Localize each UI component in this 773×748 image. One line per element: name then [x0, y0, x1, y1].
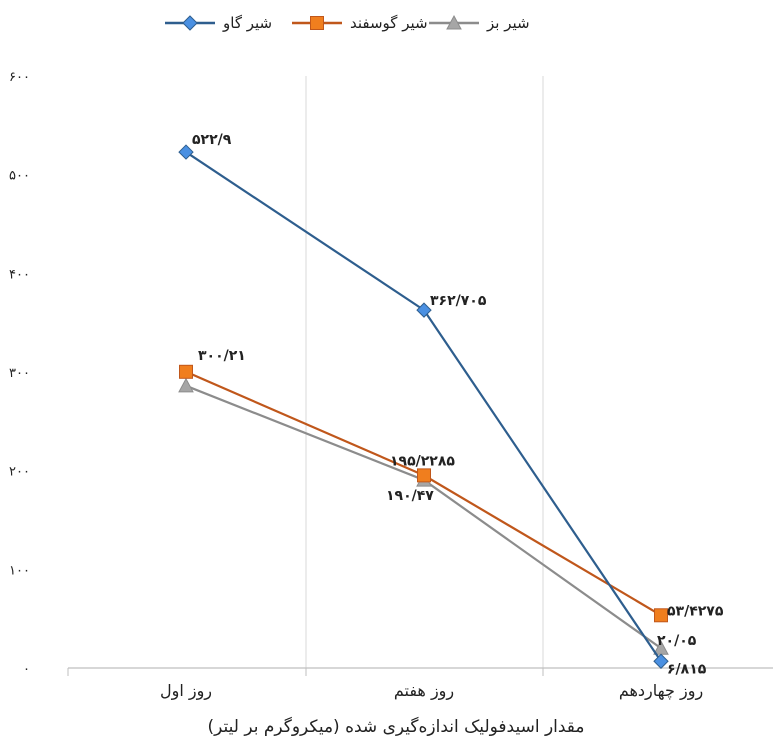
legend-label: شیر بز: [486, 14, 530, 32]
y-tick-label: ۰: [23, 662, 30, 677]
legend-label: شیر گاو: [222, 14, 272, 32]
y-tick-label: ۵۰۰: [9, 169, 30, 184]
series-layer: [178, 144, 669, 669]
series-line-2: [185, 384, 662, 650]
diamond-marker: [178, 144, 194, 160]
series-line-0: [185, 151, 662, 662]
data-label: ۱۹۰/۴۷: [386, 488, 434, 504]
data-label: ۵۲۲/۹: [192, 132, 232, 148]
y-tick-label: ۶۰۰: [9, 70, 30, 85]
triangle-marker: [178, 377, 194, 393]
data-label: ۳۶۲/۷۰۵: [430, 293, 487, 309]
data-label: ۲۰/۰۵: [657, 633, 697, 649]
triangle-marker: [446, 14, 462, 30]
data-labels: ۵۲۲/۹ ۳۶۲/۷۰۵ ۶/۸۱۵ ۳۰۰/۲۱ ۱۹۵/۲۲۸۵ ۵۳/۴۲۷۵ ۱۹…: [192, 132, 724, 677]
legend-label: شیر گوسفند: [350, 14, 428, 32]
data-label: ۶/۸۱۵: [667, 661, 707, 677]
x-tick-label: روز هفتم: [394, 681, 454, 701]
diamond-marker: [416, 302, 432, 318]
y-tick-label: ۱۰۰: [9, 563, 30, 578]
y-tick-label: ۳۰۰: [9, 366, 30, 381]
x-tick-label: روز اول: [160, 681, 212, 701]
data-label: ۳۰۰/۲۱: [198, 348, 246, 364]
diamond-marker: [182, 15, 198, 31]
data-label: ۵۳/۴۲۷۵: [667, 603, 724, 619]
square-marker: [310, 16, 324, 30]
square-marker: [654, 608, 668, 623]
axes: ۰ ۱۰۰ ۲۰۰ ۳۰۰ ۴۰۰ ۵۰۰ ۶۰۰ روز اول روز هفتم روز چه…: [9, 70, 773, 701]
data-label: ۱۹۵/۲۲۸۵: [390, 453, 455, 469]
diamond-marker: [653, 653, 669, 669]
grid-lines: [305, 76, 544, 668]
y-tick-label: ۲۰۰: [9, 465, 30, 480]
square-marker: [179, 364, 193, 379]
x-axis-title: مقدار اسیدفولیک اندازه‌گیری شده (میکروگر…: [207, 716, 584, 737]
legend: شیر گاو شیر گوسفند شیر بز: [165, 14, 530, 32]
x-tick-label: روز چهاردهم: [619, 681, 703, 701]
y-tick-label: ۴۰۰: [9, 267, 30, 282]
square-marker: [417, 468, 431, 483]
